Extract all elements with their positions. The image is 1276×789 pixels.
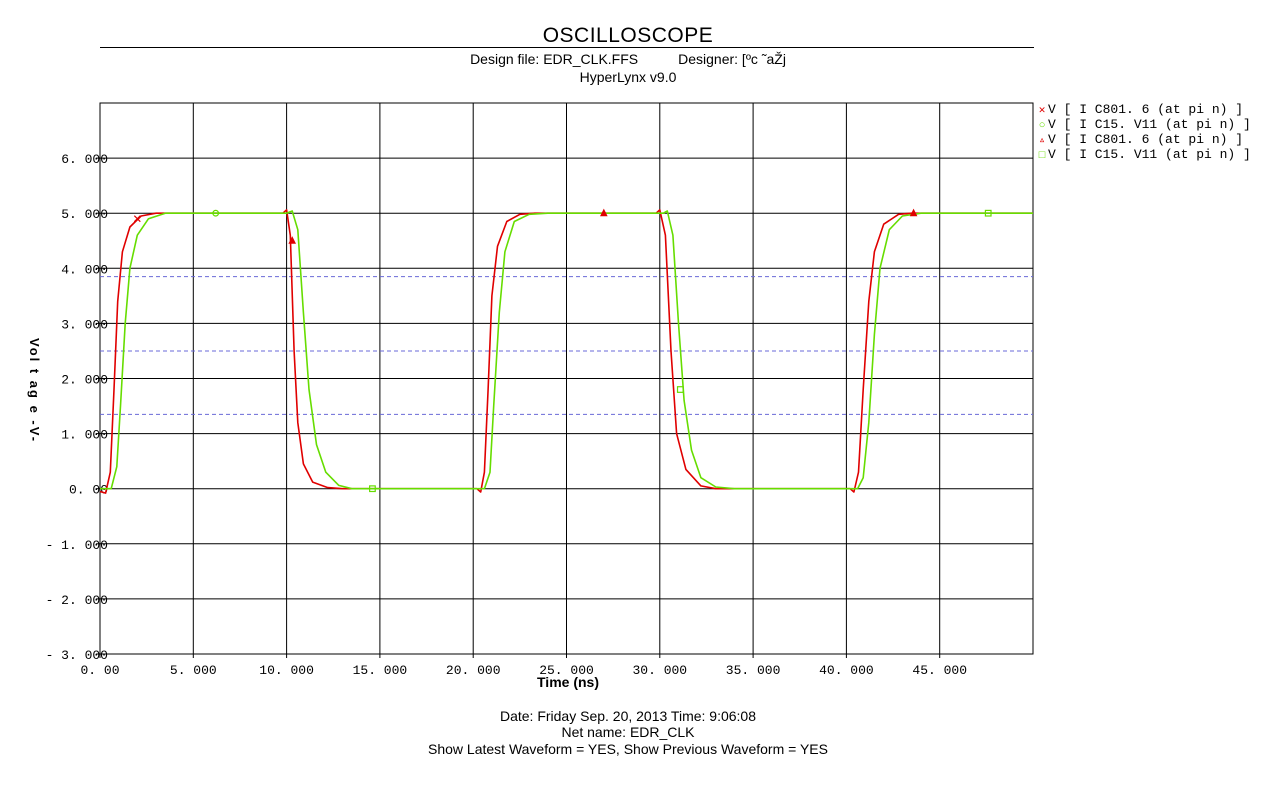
triangle-marker xyxy=(288,236,297,244)
legend-label: V [ I C801. 6 (at pi n) ] xyxy=(1048,102,1244,117)
square-marker xyxy=(676,386,684,393)
x-tick-label: 0. 00 xyxy=(80,663,119,678)
design-file-label: Design file: EDR_CLK.FFS xyxy=(470,51,639,67)
designer-label: Designer: [ºc ˜aŽj xyxy=(678,51,786,67)
y-tick-label: - 1. 000 xyxy=(46,538,108,553)
chart-title: OSCILLOSCOPE xyxy=(542,24,714,47)
square-marker-icon: □ xyxy=(1038,150,1046,162)
legend-entry: ▵ V [ I C801. 6 (at pi n) ] xyxy=(1036,133,1251,148)
legend: ✕ V [ I C801. 6 (at pi n) ] ○ V [ I C15. V… xyxy=(1036,103,1251,163)
circle-marker xyxy=(212,209,220,217)
y-tick-label: 1. 000 xyxy=(61,428,108,443)
software-version: HyperLynx v9.0 xyxy=(579,69,677,85)
x-marker xyxy=(133,215,141,223)
y-tick-label: 2. 000 xyxy=(61,373,108,388)
legend-entry: □ V [ I C15. V11 (at pi n) ] xyxy=(1036,148,1251,163)
date-line: Date: Friday Sep. 20, 2013 Time: 9:06:08 xyxy=(499,708,757,724)
y-tick-label: 6. 000 xyxy=(61,152,108,167)
y-tick-label: 5. 000 xyxy=(61,207,108,222)
legend-entry: ✕ V [ I C801. 6 (at pi n) ] xyxy=(1036,103,1251,118)
legend-label: V [ I C801. 6 (at pi n) ] xyxy=(1048,132,1244,147)
x-tick-label: 15. 000 xyxy=(353,663,408,678)
x-tick-label: 25. 000 xyxy=(539,663,594,678)
series-line xyxy=(100,210,1033,490)
y-axis-label: Vol t ag e -V- xyxy=(27,338,42,444)
x-tick-label: 10. 000 xyxy=(259,663,314,678)
square-marker xyxy=(369,485,376,493)
legend-label: V [ I C15. V11 (at pi n) ] xyxy=(1048,147,1251,162)
x-marker-icon: ✕ xyxy=(1038,105,1046,117)
y-tick-label: - 2. 000 xyxy=(46,593,108,608)
y-tick-label: - 3. 000 xyxy=(46,648,108,663)
triangle-marker-icon: ▵ xyxy=(1038,135,1046,147)
net-name-line: Net name: EDR_CLK xyxy=(561,724,695,740)
triangle-marker xyxy=(909,208,918,217)
x-tick-label: 35. 000 xyxy=(726,663,781,678)
x-tick-label: 30. 000 xyxy=(632,663,687,678)
x-tick-label: 45. 000 xyxy=(912,663,967,678)
x-tick-label: 40. 000 xyxy=(819,663,874,678)
series-line xyxy=(99,209,1033,494)
y-tick-label: 0. 00 xyxy=(69,483,108,498)
waveform-settings-line: Show Latest Waveform = YES, Show Previou… xyxy=(428,741,828,757)
y-tick-label: 3. 000 xyxy=(61,317,108,332)
y-tick-label: 4. 000 xyxy=(61,262,108,277)
square-marker xyxy=(984,209,992,217)
triangle-marker xyxy=(600,208,608,217)
x-tick-label: 5. 000 xyxy=(170,663,217,678)
title-rule xyxy=(100,47,1034,48)
x-tick-label: 20. 000 xyxy=(446,663,501,678)
x-axis-label: Time (ns) xyxy=(537,674,599,690)
circle-marker-icon: ○ xyxy=(1038,120,1046,132)
legend-label: V [ I C15. V11 (at pi n) ] xyxy=(1048,117,1251,132)
design-info: Design file: EDR_CLK.FFS Designer: [ºc ˜a… xyxy=(0,51,1256,67)
legend-entry: ○ V [ I C15. V11 (at pi n) ] xyxy=(1036,118,1251,133)
